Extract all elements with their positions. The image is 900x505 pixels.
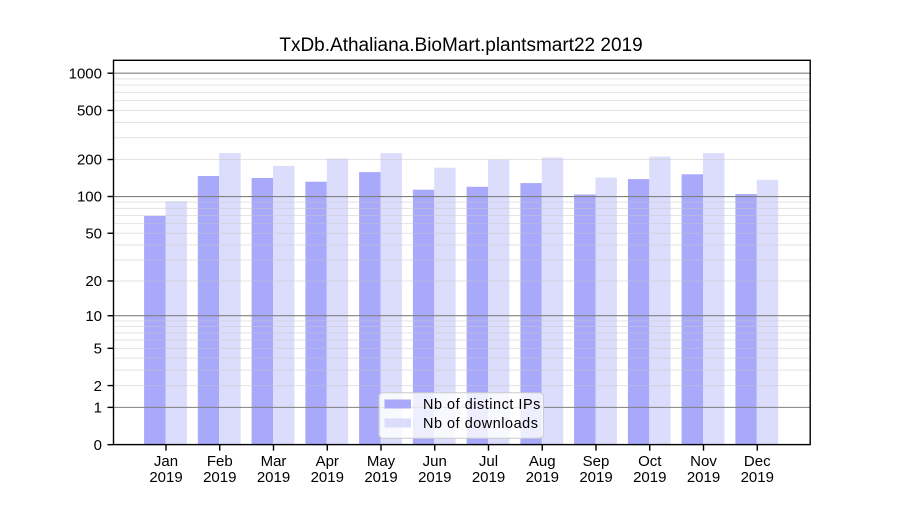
svg-text:Sep: Sep (583, 453, 610, 470)
svg-text:Nov: Nov (690, 453, 717, 470)
svg-text:TxDb.Athaliana.BioMart.plantsm: TxDb.Athaliana.BioMart.plantsmart22 2019 (279, 35, 642, 56)
svg-text:2019: 2019 (203, 469, 236, 486)
svg-text:Jun: Jun (423, 453, 447, 470)
svg-text:Jul: Jul (479, 453, 498, 470)
svg-text:1000: 1000 (69, 65, 102, 82)
svg-text:2019: 2019 (364, 469, 397, 486)
svg-text:2019: 2019 (257, 469, 290, 486)
svg-text:2019: 2019 (149, 469, 182, 486)
svg-text:Mar: Mar (261, 453, 287, 470)
svg-text:2019: 2019 (526, 469, 559, 486)
svg-text:10: 10 (85, 308, 102, 325)
svg-text:20: 20 (85, 273, 102, 290)
svg-text:Feb: Feb (207, 453, 233, 470)
svg-text:2019: 2019 (741, 469, 774, 486)
svg-text:Jan: Jan (154, 453, 178, 470)
svg-text:Apr: Apr (316, 453, 339, 470)
svg-text:Dec: Dec (744, 453, 771, 470)
svg-text:2019: 2019 (311, 469, 344, 486)
svg-text:Nb of distinct IPs: Nb of distinct IPs (423, 397, 541, 413)
svg-text:2019: 2019 (633, 469, 666, 486)
svg-text:2019: 2019 (472, 469, 505, 486)
svg-text:May: May (367, 453, 396, 470)
svg-text:Aug: Aug (529, 453, 556, 470)
svg-text:50: 50 (85, 225, 102, 242)
svg-text:100: 100 (77, 189, 102, 206)
svg-text:5: 5 (94, 341, 102, 358)
svg-text:1: 1 (94, 400, 102, 417)
svg-text:500: 500 (77, 103, 102, 120)
svg-text:0: 0 (94, 437, 102, 454)
svg-text:2019: 2019 (579, 469, 612, 486)
svg-text:2019: 2019 (687, 469, 720, 486)
svg-text:2: 2 (94, 378, 102, 395)
svg-text:Nb of downloads: Nb of downloads (423, 416, 538, 432)
svg-text:2019: 2019 (418, 469, 451, 486)
svg-text:Oct: Oct (638, 453, 662, 470)
svg-text:200: 200 (77, 152, 102, 169)
